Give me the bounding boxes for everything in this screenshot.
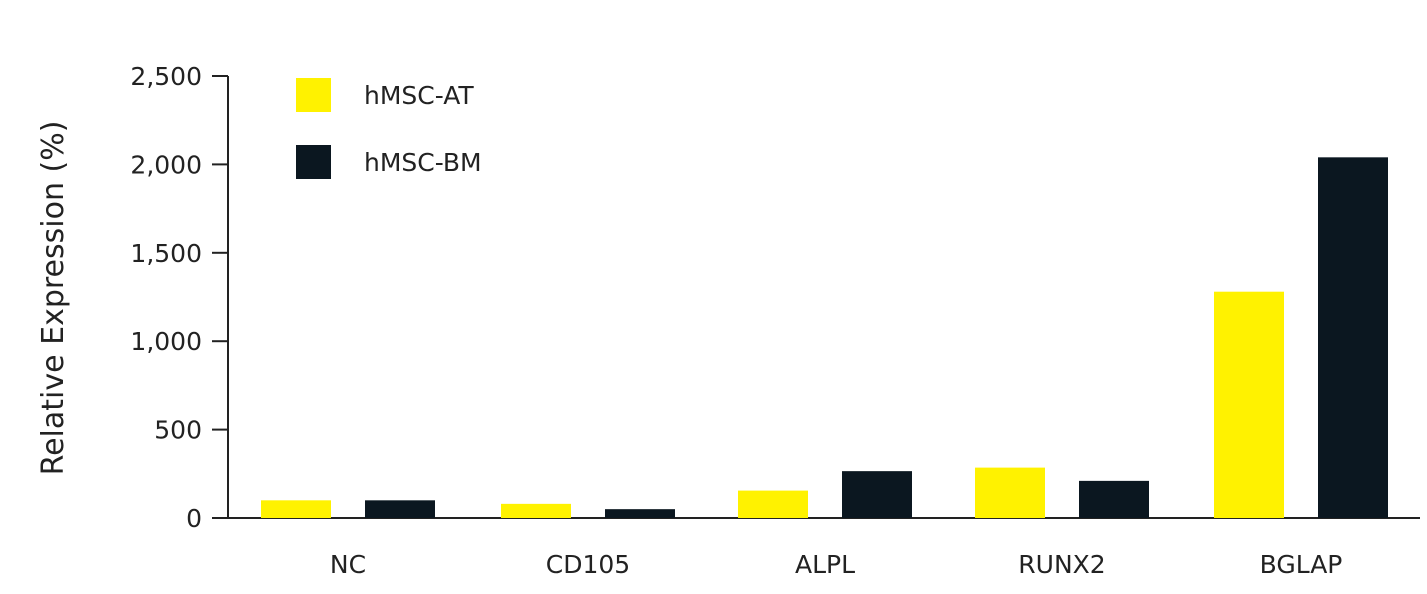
y-tick-label: 2,500 — [130, 62, 202, 91]
bars — [261, 157, 1388, 518]
legend-swatch-hmsc-bm — [296, 145, 331, 179]
legend-label-hmsc-bm: hMSC-BM — [364, 148, 482, 177]
y-tick-label: 2,000 — [130, 150, 202, 179]
bar-hmsc-bm-alpl — [842, 471, 912, 518]
y-tick-label: 1,000 — [130, 327, 202, 356]
bar-hmsc-at-nc — [261, 500, 331, 518]
y-tick-label: 500 — [154, 416, 202, 445]
x-tick-label: NC — [330, 550, 366, 579]
bar-hmsc-at-alpl — [738, 490, 808, 518]
bar-hmsc-bm-nc — [365, 500, 435, 518]
legend: hMSC-AT hMSC-BM — [296, 78, 482, 179]
legend-swatch-hmsc-at — [296, 78, 331, 112]
bar-hmsc-at-cd105 — [501, 503, 571, 518]
x-tick-label: BGLAP — [1260, 550, 1343, 579]
x-tick-label: ALPL — [795, 550, 855, 579]
y-tick-label: 0 — [186, 504, 202, 533]
y-axis-title: Relative Expression (%) — [36, 121, 71, 476]
y-tick-labels: 0 500 1,000 1,500 2,000 2,500 — [130, 62, 202, 533]
x-tick-labels: NC CD105 ALPL RUNX2 BGLAP — [330, 550, 1342, 579]
y-tick-label: 1,500 — [130, 239, 202, 268]
legend-label-hmsc-at: hMSC-AT — [364, 81, 474, 110]
x-tick-label: CD105 — [546, 550, 630, 579]
bar-hmsc-bm-bglap — [1318, 157, 1388, 518]
bar-hmsc-bm-cd105 — [605, 509, 675, 518]
bar-hmsc-at-runx2 — [975, 467, 1045, 518]
x-tick-label: RUNX2 — [1018, 550, 1105, 579]
bar-hmsc-bm-runx2 — [1079, 480, 1149, 518]
bar-hmsc-at-bglap — [1214, 291, 1284, 518]
